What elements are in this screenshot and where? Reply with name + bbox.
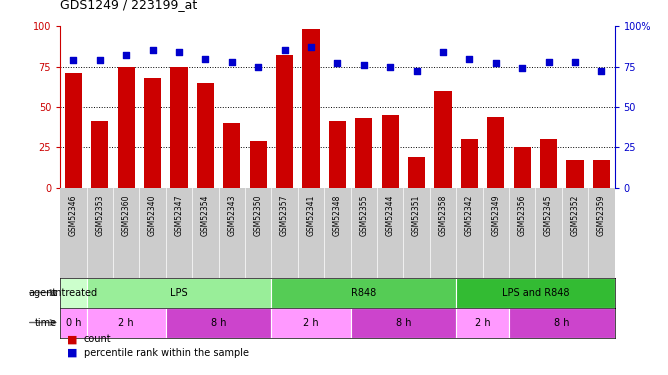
Point — [517, 65, 528, 71]
Text: GDS1249 / 223199_at: GDS1249 / 223199_at — [60, 0, 197, 11]
Bar — [87, 278, 271, 308]
Text: GSM52359: GSM52359 — [597, 195, 606, 236]
Point — [226, 59, 237, 65]
Bar — [514, 147, 531, 188]
Text: agent: agent — [29, 288, 57, 297]
Text: GSM52360: GSM52360 — [122, 195, 131, 236]
Point — [570, 59, 580, 65]
Point — [438, 49, 448, 55]
Text: GSM52353: GSM52353 — [96, 195, 104, 236]
Text: 8 h: 8 h — [554, 318, 570, 327]
Point — [174, 49, 184, 55]
Point — [121, 52, 132, 58]
Text: untreated: untreated — [49, 288, 98, 297]
Text: GSM52346: GSM52346 — [69, 195, 77, 236]
Text: GSM52347: GSM52347 — [174, 195, 184, 236]
Bar — [329, 122, 346, 188]
Bar — [434, 91, 452, 188]
Point — [596, 68, 607, 74]
Text: GSM52354: GSM52354 — [201, 195, 210, 236]
Text: 2 h: 2 h — [303, 318, 319, 327]
Text: GSM52341: GSM52341 — [307, 195, 315, 236]
Text: 2 h: 2 h — [118, 318, 134, 327]
Bar — [487, 117, 504, 188]
Text: time: time — [35, 318, 57, 327]
Bar — [170, 67, 188, 188]
Text: GSM52349: GSM52349 — [491, 195, 500, 236]
Point — [253, 63, 263, 70]
Bar — [566, 160, 584, 188]
Bar — [461, 139, 478, 188]
Point — [332, 60, 343, 66]
Text: ■: ■ — [67, 334, 77, 344]
Bar — [271, 308, 351, 338]
Bar — [303, 30, 319, 188]
Text: GSM52358: GSM52358 — [438, 195, 448, 236]
Point — [279, 48, 290, 54]
Point — [490, 60, 501, 66]
Text: GSM52357: GSM52357 — [280, 195, 289, 236]
Bar — [456, 308, 509, 338]
Point — [94, 57, 105, 63]
Point — [543, 59, 554, 65]
Text: GSM52345: GSM52345 — [544, 195, 553, 236]
Text: LPS: LPS — [170, 288, 188, 297]
Text: 0 h: 0 h — [65, 318, 81, 327]
Bar — [223, 123, 240, 188]
Text: count: count — [84, 334, 111, 344]
Text: GSM52355: GSM52355 — [359, 195, 368, 236]
Point — [464, 56, 475, 62]
Point — [147, 48, 158, 54]
Bar — [197, 83, 214, 188]
Bar — [276, 55, 293, 188]
Text: percentile rank within the sample: percentile rank within the sample — [84, 348, 248, 357]
Bar — [456, 278, 615, 308]
Point — [200, 56, 210, 62]
Bar — [509, 308, 615, 338]
Bar — [540, 139, 557, 188]
Bar — [351, 308, 456, 338]
Text: LPS and R848: LPS and R848 — [502, 288, 569, 297]
Bar — [118, 67, 135, 188]
Bar — [60, 308, 87, 338]
Bar — [593, 160, 610, 188]
Text: GSM52356: GSM52356 — [518, 195, 526, 236]
Text: 8 h: 8 h — [211, 318, 226, 327]
Text: GSM52342: GSM52342 — [465, 195, 474, 236]
Bar — [271, 278, 456, 308]
Bar — [91, 122, 108, 188]
Text: ■: ■ — [67, 348, 77, 357]
Bar — [355, 118, 372, 188]
Bar — [166, 308, 271, 338]
Text: GSM52344: GSM52344 — [385, 195, 395, 236]
Bar — [250, 141, 267, 188]
Point — [359, 62, 369, 68]
Point — [385, 63, 395, 70]
Text: 2 h: 2 h — [475, 318, 490, 327]
Point — [68, 57, 79, 63]
Text: GSM52340: GSM52340 — [148, 195, 157, 236]
Point — [305, 44, 316, 50]
Bar — [144, 78, 161, 188]
Bar — [60, 278, 87, 308]
Bar — [408, 157, 425, 188]
Point — [411, 68, 422, 74]
Text: GSM52343: GSM52343 — [227, 195, 236, 236]
Text: 8 h: 8 h — [395, 318, 411, 327]
Text: GSM52348: GSM52348 — [333, 195, 342, 236]
Bar — [65, 73, 82, 188]
Bar — [87, 308, 166, 338]
Text: GSM52351: GSM52351 — [412, 195, 421, 236]
Text: R848: R848 — [351, 288, 376, 297]
Bar — [381, 115, 399, 188]
Text: GSM52352: GSM52352 — [570, 195, 579, 236]
Text: GSM52350: GSM52350 — [254, 195, 263, 236]
